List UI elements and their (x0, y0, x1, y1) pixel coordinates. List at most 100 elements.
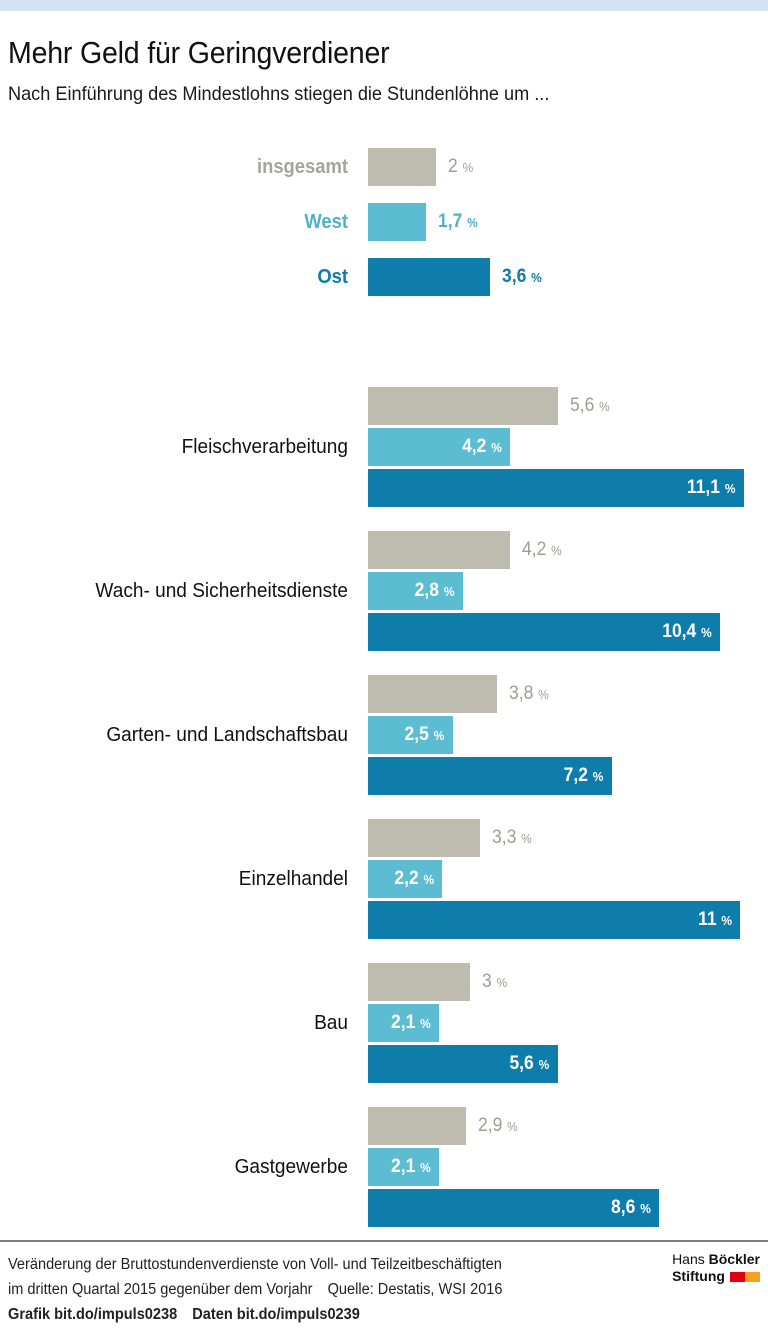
bar-west-g0-west[interactable] (368, 428, 511, 466)
bar-value-inside-g5-west-west: 2,1 % (374, 1148, 439, 1186)
bar-value-number: 5,6 (509, 1053, 534, 1074)
bar-total-g5-total[interactable] (368, 1107, 467, 1145)
bar-west-legend-west[interactable] (368, 203, 426, 241)
bar-west-g4-west[interactable] (368, 1004, 440, 1042)
bar-row-g5-ost: 8,6 % (0, 1189, 768, 1227)
percent-sign: % (724, 481, 736, 496)
logo-line-1: Hans Böckler (672, 1251, 760, 1268)
bar-west-g2-west[interactable] (368, 716, 453, 754)
footer-line-3: Grafik bit.do/impuls0238 Daten bit.do/imp… (8, 1302, 610, 1327)
bar-ost-g2-ost[interactable] (368, 757, 612, 795)
bar-value-outside-g5-total-total: 2,9 % (478, 1107, 518, 1145)
bar-value-outside-g1-total-total: 4,2 % (522, 531, 562, 569)
percent-sign: % (531, 270, 542, 285)
bar-row-g1-total: 4,2 % (0, 531, 768, 569)
bar-row-g0-west: 4,2 % (0, 428, 768, 466)
percent-sign: % (507, 1119, 518, 1134)
bar-value-outside-legend-ost-ost: 3,6 % (502, 258, 542, 296)
bar-total-g4-total[interactable] (368, 963, 470, 1001)
bar-value-outside-legend-west-west: 1,7 % (438, 203, 478, 241)
bar-west-g1-west[interactable] (368, 572, 463, 610)
footer-graphic-link[interactable]: Grafik bit.do/impuls0238 (8, 1306, 178, 1323)
bar-value-number: 2,5 (404, 724, 429, 745)
bar-row-g3-ost: 11 % (0, 901, 768, 939)
percent-sign: % (538, 1057, 550, 1072)
bar-value-number: 3,3 (491, 827, 517, 848)
bar-value-number: 3,8 (508, 683, 533, 704)
bar-row-legend-west: West 1,7 % (0, 203, 768, 241)
bar-west-g3-west[interactable] (368, 860, 443, 898)
logo-boeckler-text: Böckler (708, 1251, 760, 1267)
bar-ost-legend-ost[interactable] (368, 258, 490, 296)
legend-label-total: insgesamt (256, 156, 348, 178)
legend-label-ost: Ost (317, 266, 348, 288)
bar-value-number: 2,8 (414, 580, 439, 601)
percent-sign: % (701, 625, 712, 640)
bar-row-g3-west: 2,2 % (0, 860, 768, 898)
percent-sign: % (537, 687, 549, 702)
bar-row-g4-ost: 5,6 % (0, 1045, 768, 1083)
bar-ost-g1-ost[interactable] (368, 613, 721, 651)
bar-value-number: 5,6 (569, 395, 594, 416)
bar-row-g3-total: 3,3 % (0, 819, 768, 857)
bar-value-inside-g2-ost-ost: 7,2 % (387, 757, 611, 795)
bar-ost-g4-ost[interactable] (368, 1045, 558, 1083)
bar-row-g2-total: 3,8 % (0, 675, 768, 713)
bar-total-g1-total[interactable] (368, 531, 511, 569)
footer-divider (0, 1240, 768, 1242)
bar-ost-g5-ost[interactable] (368, 1189, 660, 1227)
bar-row-g2-ost: 7,2 % (0, 757, 768, 795)
page-title: Mehr Geld für Geringverdiener (8, 35, 390, 70)
bar-value-outside-legend-total-total: 2 % (448, 148, 473, 186)
page-subtitle: Nach Einführung des Mindestlohns stiegen… (8, 83, 550, 105)
bar-value-outside-g0-total-total: 5,6 % (570, 387, 610, 425)
percent-sign: % (420, 1016, 431, 1031)
bar-total-g2-total[interactable] (368, 675, 497, 713)
bar-value-outside-g3-total-total: 3,3 % (492, 819, 532, 857)
percent-sign: % (466, 215, 478, 230)
bar-value-number: 3 (481, 971, 492, 992)
bar-value-outside-g4-total-total: 3 % (482, 963, 507, 1001)
logo-hans-text: Hans (672, 1251, 709, 1267)
category-label-3: Einzelhandel (238, 867, 348, 890)
bar-value-inside-g0-west-west: 4,2 % (379, 428, 510, 466)
bar-value-number: 2,1 (390, 1012, 416, 1033)
footer-period-text: im dritten Quartal 2015 gegenüber dem Vo… (8, 1281, 313, 1298)
percent-sign: % (640, 1201, 651, 1216)
bar-row-g5-total: 2,9 % (0, 1107, 768, 1145)
bar-value-inside-g3-ost-ost: 11 % (398, 901, 741, 939)
bar-value-number: 11 (698, 909, 717, 930)
bar-row-g0-ost: 11,1 % (0, 469, 768, 507)
legend-label-west: West (304, 211, 348, 233)
footer-data-link[interactable]: Daten bit.do/impuls0239 (192, 1306, 360, 1323)
footer-source-text: Quelle: Destatis, WSI 2016 (327, 1281, 503, 1298)
bar-row-g1-west: 2,8 % (0, 572, 768, 610)
bar-west-g5-west[interactable] (368, 1148, 440, 1186)
bar-ost-g3-ost[interactable] (368, 901, 741, 939)
bar-value-number: 2 (447, 156, 458, 177)
percent-sign: % (420, 1160, 431, 1175)
bar-row-g4-total: 3 % (0, 963, 768, 1001)
bar-value-number: 7,2 (563, 765, 588, 786)
bar-value-number: 2,9 (478, 1115, 503, 1136)
bar-value-inside-g4-west-west: 2,1 % (374, 1004, 439, 1042)
bar-value-inside-g0-ost-ost: 11,1 % (398, 469, 744, 507)
bar-total-g3-total[interactable] (368, 819, 480, 857)
bar-total-g0-total[interactable] (368, 387, 558, 425)
footer-notes: Veränderung der Bruttostundenverdienste … (8, 1252, 648, 1327)
percent-sign: % (551, 543, 562, 558)
percent-sign: % (721, 913, 733, 928)
bar-row-g4-west: 2,1 % (0, 1004, 768, 1042)
bar-total-legend-total[interactable] (368, 148, 436, 186)
bar-value-inside-g1-west-west: 2,8 % (376, 572, 463, 610)
bar-row-legend-total: insgesamt 2 % (0, 148, 768, 186)
category-label-5: Gastgewerbe (234, 1155, 348, 1178)
logo-line-2: Stiftung (672, 1268, 760, 1287)
bar-value-inside-g2-west-west: 2,5 % (375, 716, 453, 754)
top-accent-strip (0, 0, 768, 11)
percent-sign: % (491, 440, 502, 455)
bar-value-outside-g2-total-total: 3,8 % (509, 675, 549, 713)
category-label-4: Bau (314, 1011, 348, 1034)
bar-ost-g0-ost[interactable] (368, 469, 744, 507)
